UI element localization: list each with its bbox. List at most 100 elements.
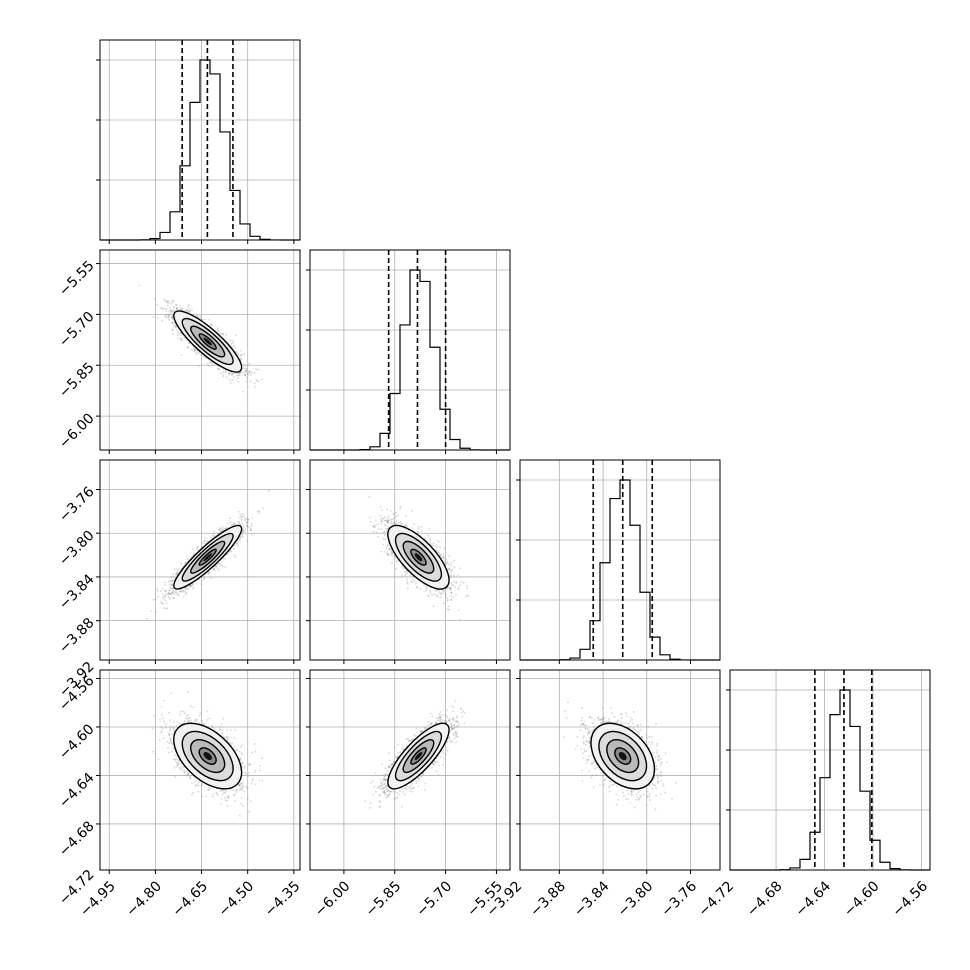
scatter-point xyxy=(163,581,166,584)
scatter-point xyxy=(170,584,172,587)
scatter-point xyxy=(175,306,178,309)
scatter-point xyxy=(192,348,195,351)
scatter-point xyxy=(168,597,171,600)
scatter-point xyxy=(268,489,270,492)
scatter-point xyxy=(180,337,182,340)
scatter-point xyxy=(369,520,372,523)
scatter-point xyxy=(239,536,242,539)
scatter-point xyxy=(164,307,167,310)
scatter-point xyxy=(256,510,259,513)
scatter-point xyxy=(377,523,380,525)
contour-1-0-2 xyxy=(181,317,234,366)
scatter-point xyxy=(183,336,186,339)
scatter-point xyxy=(193,586,195,589)
scatter-point xyxy=(213,569,215,571)
scatter-point xyxy=(164,315,167,317)
scatter-point xyxy=(180,590,183,593)
scatter-point xyxy=(229,372,232,374)
scatter-point xyxy=(174,304,177,306)
scatter-point xyxy=(393,517,396,520)
scatter-point xyxy=(168,580,170,583)
scatter-point xyxy=(185,593,187,595)
scatter-point xyxy=(228,378,231,381)
scatter-point xyxy=(155,587,158,590)
scatter-point xyxy=(197,352,200,354)
scatter-point xyxy=(230,343,233,345)
scatter-point xyxy=(171,583,174,586)
scatter-point xyxy=(446,599,449,602)
scatter-point xyxy=(175,572,178,575)
scatter-point xyxy=(167,316,170,318)
scatter-point xyxy=(207,571,210,574)
scatter-point xyxy=(175,308,178,311)
scatter-point xyxy=(395,515,397,518)
scatter-point xyxy=(450,573,452,576)
scatter-point xyxy=(213,532,215,535)
scatter-point xyxy=(174,591,177,594)
scatter-point xyxy=(171,580,174,582)
scatter-point xyxy=(224,527,227,530)
scatter-point xyxy=(171,584,174,586)
scatter-point xyxy=(411,527,413,529)
scatter-point xyxy=(177,337,180,340)
scatter-point xyxy=(389,548,391,551)
scatter-point xyxy=(230,524,233,527)
scatter-point xyxy=(171,317,174,319)
scatter-point xyxy=(396,559,399,562)
scatter-point xyxy=(173,592,176,595)
scatter-point xyxy=(164,315,167,317)
scatter-point xyxy=(154,598,157,601)
histogram-frame-3 xyxy=(729,669,931,871)
scatter-point xyxy=(156,317,159,319)
scatter-point xyxy=(187,558,189,560)
scatter-point xyxy=(420,530,423,533)
scatter-point xyxy=(204,318,207,321)
scatter-point xyxy=(202,318,204,321)
scatter-point xyxy=(233,554,236,556)
scatter-point xyxy=(181,307,184,309)
scatter-point xyxy=(229,521,232,524)
scatter-point xyxy=(180,308,183,311)
scatter-point xyxy=(162,607,165,609)
scatter-point xyxy=(197,545,199,548)
scatter-point xyxy=(257,368,260,371)
scatter-point xyxy=(196,315,199,318)
scatter-point xyxy=(448,563,450,566)
scatter-point xyxy=(427,594,430,597)
scatter-point xyxy=(171,328,174,331)
scatter-point xyxy=(255,378,258,381)
scatter-point xyxy=(387,553,390,555)
scatter-point xyxy=(249,529,252,532)
scatter-point xyxy=(253,371,256,374)
scatter-point xyxy=(177,332,180,334)
scatter-point xyxy=(246,525,248,528)
scatter-point xyxy=(261,378,263,381)
scatter-point xyxy=(429,542,432,545)
scatter-point xyxy=(169,587,172,590)
scatter-point xyxy=(172,579,175,582)
scatter-point xyxy=(250,529,252,531)
scatter-point xyxy=(168,315,171,318)
scatter-point xyxy=(218,529,221,531)
scatter-point xyxy=(233,548,235,550)
scatter-point xyxy=(236,377,239,379)
scatter-point xyxy=(225,334,228,336)
scatter-point xyxy=(244,517,246,520)
scatter-point xyxy=(173,309,175,312)
scatter-point xyxy=(162,602,164,605)
scatter-point xyxy=(163,299,166,302)
scatter-point xyxy=(246,522,248,524)
scatter-point xyxy=(207,571,210,574)
scatter-point xyxy=(172,596,174,599)
scatter-point xyxy=(246,364,249,367)
scatter-point xyxy=(179,337,182,340)
scatter-point xyxy=(186,308,189,311)
scatter-point xyxy=(229,339,232,342)
scatter-point xyxy=(176,307,178,310)
scatter-point xyxy=(180,588,183,591)
scatter-point xyxy=(171,322,174,324)
scatter-point xyxy=(196,314,198,317)
scatter-point xyxy=(165,602,168,604)
scatter-point xyxy=(218,368,221,371)
